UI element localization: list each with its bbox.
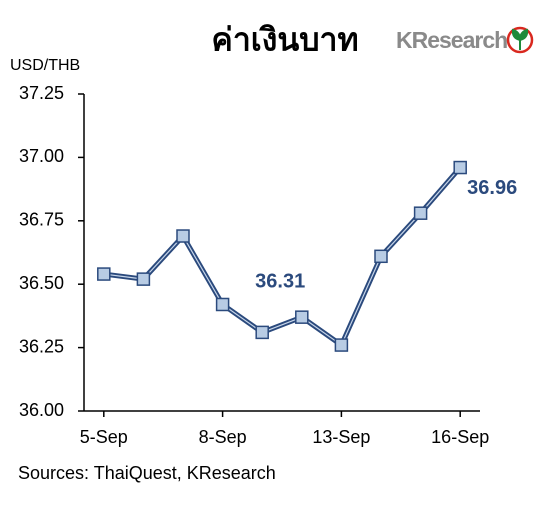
value-label: 36.96	[467, 177, 517, 199]
marker	[97, 267, 111, 281]
brand-logo	[506, 26, 534, 54]
marker	[136, 272, 151, 286]
x-tick-label: 5-Sep	[80, 427, 128, 447]
y-tick-label: 36.00	[19, 400, 64, 420]
x-tick-label: 13-Sep	[312, 427, 370, 447]
y-tick-label: 37.00	[19, 146, 64, 166]
y-tick-label: 36.25	[19, 336, 64, 356]
line	[103, 165, 463, 348]
y-tick-label: 37.25	[19, 83, 64, 103]
marker	[334, 338, 349, 352]
marker	[176, 229, 190, 243]
x-tick-label: 16-Sep	[431, 427, 489, 447]
y-tick-label: 36.75	[19, 210, 64, 230]
value-label: 36.31	[255, 271, 305, 293]
y-tick-label: 36.50	[19, 273, 64, 293]
marker	[374, 249, 388, 264]
marker	[413, 206, 428, 220]
source: Sources: ThaiQuest, KResearch	[18, 463, 276, 483]
brand: KResearch	[396, 27, 507, 53]
marker	[215, 297, 230, 312]
line-inner	[103, 167, 461, 346]
x-tick-label: 8-Sep	[199, 427, 247, 447]
chart-title: ค่าเงินบาท	[211, 21, 358, 57]
marker	[453, 160, 467, 175]
y-axis-label: USD/THB	[10, 57, 80, 74]
marker	[295, 310, 309, 324]
marker	[255, 325, 269, 340]
